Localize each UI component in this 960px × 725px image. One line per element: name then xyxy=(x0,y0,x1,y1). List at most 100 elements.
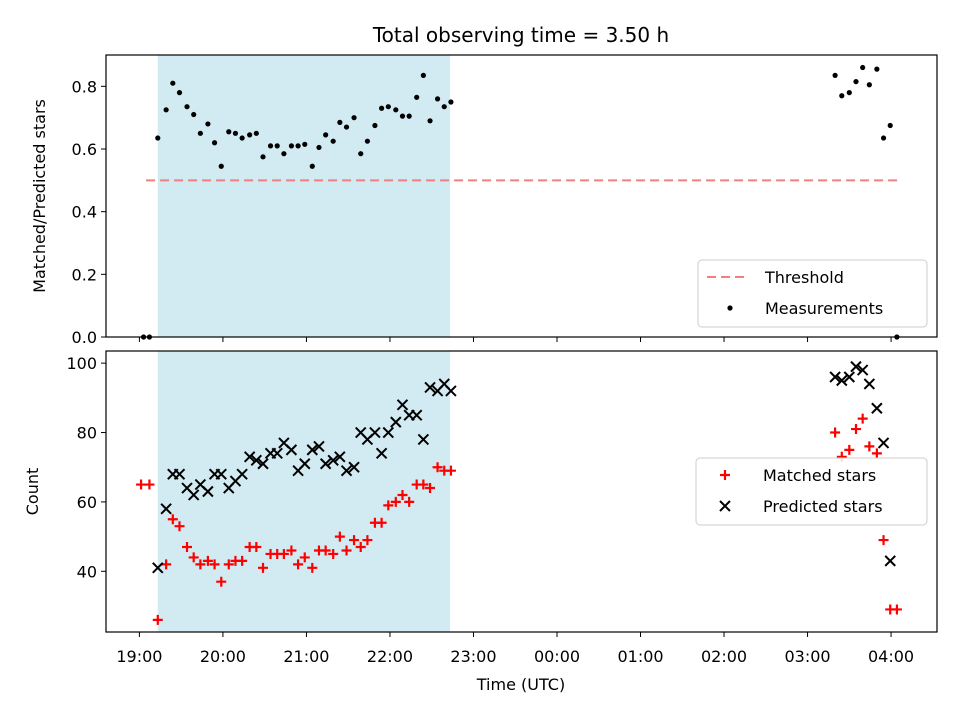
data-point xyxy=(170,80,176,86)
data-point xyxy=(309,163,315,169)
data-point xyxy=(399,113,406,119)
x-axis-label: Time (UTC) xyxy=(476,675,565,694)
data-point xyxy=(376,517,387,528)
data-point xyxy=(320,545,331,556)
data-point xyxy=(223,559,234,570)
data-point xyxy=(410,409,423,421)
data-point xyxy=(432,462,443,473)
data-point xyxy=(136,479,147,490)
data-point xyxy=(313,440,325,453)
legend-matched-swatch xyxy=(720,470,730,480)
legend-predicted-label: Predicted stars xyxy=(763,497,883,516)
y-tick-label: 60 xyxy=(77,493,97,512)
data-point xyxy=(232,130,239,136)
y-tick-label: 0.8 xyxy=(72,77,97,96)
data-point xyxy=(306,444,318,456)
data-point xyxy=(330,138,336,144)
data-point xyxy=(441,104,447,110)
data-point xyxy=(844,444,855,455)
data-point xyxy=(160,503,172,515)
data-point xyxy=(427,118,433,124)
data-point xyxy=(425,483,436,494)
y-tick-label: 0.2 xyxy=(72,265,97,284)
data-point xyxy=(328,548,339,559)
data-point xyxy=(372,122,378,129)
data-point xyxy=(358,151,364,157)
data-point xyxy=(396,399,409,411)
legend-matched-label: Matched stars xyxy=(763,466,876,485)
legend: Threshold Measurements xyxy=(697,259,928,328)
x-tick-label: 20:00 xyxy=(200,647,246,666)
x-tick-label: 01:00 xyxy=(617,647,663,666)
y-tick-label: 80 xyxy=(77,424,97,443)
data-point xyxy=(871,402,883,414)
data-point xyxy=(334,451,346,463)
data-point xyxy=(176,90,183,96)
data-point xyxy=(448,99,454,105)
data-point xyxy=(343,124,350,130)
data-point xyxy=(850,424,861,435)
data-point xyxy=(257,458,269,470)
data-point xyxy=(184,104,190,110)
data-point xyxy=(295,143,301,149)
data-point xyxy=(152,614,163,625)
data-point xyxy=(211,140,218,146)
chart-title: Total observing time = 3.50 h xyxy=(372,23,669,47)
data-point xyxy=(195,559,206,570)
series-predicted-stars xyxy=(152,360,896,574)
data-point xyxy=(161,559,172,570)
data-point xyxy=(871,448,882,459)
data-point xyxy=(369,426,381,439)
panel-counts: 40 60 80 100 19:00 20:00 21:00 22:00 23:00 00:00 0… xyxy=(23,350,938,666)
data-point xyxy=(884,555,896,567)
data-point xyxy=(288,143,295,149)
legend: Matched stars Predicted stars xyxy=(695,457,928,526)
data-point xyxy=(385,104,391,110)
data-point xyxy=(880,135,887,141)
data-point xyxy=(390,416,402,428)
data-point xyxy=(209,559,220,570)
x-tick-label: 21:00 xyxy=(283,647,329,666)
x-tick-label: 00:00 xyxy=(534,647,580,666)
data-point xyxy=(202,485,214,498)
data-point xyxy=(334,531,345,542)
data-point xyxy=(349,535,360,546)
data-point xyxy=(379,105,385,111)
data-point xyxy=(836,374,848,387)
y-tick-label: 100 xyxy=(66,354,97,373)
data-point xyxy=(319,458,332,470)
data-point xyxy=(202,555,213,566)
data-point xyxy=(420,72,426,78)
data-point xyxy=(274,143,280,149)
y-tick-label: 0.6 xyxy=(72,140,97,159)
data-point xyxy=(327,454,339,466)
data-point xyxy=(293,559,304,570)
data-point xyxy=(891,604,902,615)
data-point xyxy=(355,542,366,553)
data-point xyxy=(434,96,441,102)
data-point xyxy=(163,107,169,113)
data-point xyxy=(445,385,457,397)
data-point xyxy=(250,454,263,466)
data-point xyxy=(226,129,232,135)
y-tick-label: 0.4 xyxy=(72,203,97,222)
data-point xyxy=(299,552,310,563)
data-point xyxy=(839,93,845,99)
data-point xyxy=(351,115,357,121)
data-point xyxy=(830,427,841,438)
panel-ratio: 0.0 0.2 0.4 0.6 0.8 Matched/Predicted stars Th… xyxy=(30,54,938,347)
legend-measurements-swatch xyxy=(727,305,733,311)
plot-frame xyxy=(105,54,938,338)
data-point xyxy=(860,64,866,71)
x-tick-label: 02:00 xyxy=(701,647,747,666)
data-point xyxy=(383,500,394,511)
x-tick-label: 19:00 xyxy=(116,647,162,666)
data-point xyxy=(152,562,164,574)
data-point xyxy=(348,461,360,473)
data-point xyxy=(418,479,429,490)
data-point xyxy=(340,464,353,477)
data-point xyxy=(173,468,186,480)
y-tick-label: 0.0 xyxy=(72,328,97,347)
data-point xyxy=(251,542,262,553)
data-point xyxy=(243,451,256,463)
